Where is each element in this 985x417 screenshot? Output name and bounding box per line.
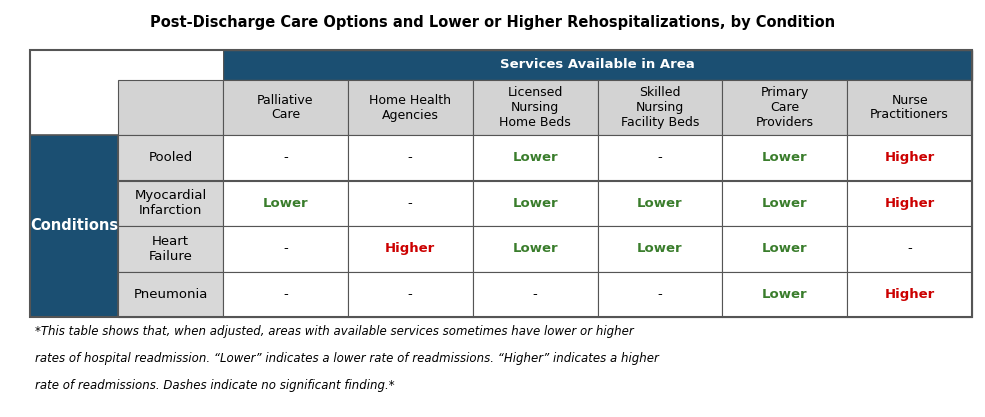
Text: Conditions: Conditions <box>30 219 118 234</box>
Bar <box>118 271 223 317</box>
Bar <box>348 271 473 317</box>
Bar <box>118 80 223 135</box>
Text: Skilled
Nursing
Facility Beds: Skilled Nursing Facility Beds <box>621 86 699 129</box>
Text: Lower: Lower <box>762 242 808 255</box>
Text: Higher: Higher <box>885 197 935 210</box>
Bar <box>30 135 118 317</box>
Bar <box>847 181 972 226</box>
Bar <box>30 80 118 135</box>
Bar <box>223 80 348 135</box>
Bar <box>348 181 473 226</box>
Bar <box>473 226 598 271</box>
Text: Licensed
Nursing
Home Beds: Licensed Nursing Home Beds <box>499 86 571 129</box>
Bar <box>722 80 847 135</box>
Bar <box>847 271 972 317</box>
Bar <box>473 181 598 226</box>
Text: -: - <box>907 242 912 255</box>
Text: Home Health
Agencies: Home Health Agencies <box>369 93 451 121</box>
Bar <box>30 50 972 317</box>
Bar <box>598 80 722 135</box>
Text: Higher: Higher <box>885 151 935 164</box>
Bar <box>118 135 223 181</box>
Bar <box>473 271 598 317</box>
Text: Lower: Lower <box>762 197 808 210</box>
Bar <box>223 135 348 181</box>
Text: Palliative
Care: Palliative Care <box>257 93 313 121</box>
Text: Lower: Lower <box>762 151 808 164</box>
Text: Lower: Lower <box>637 197 683 210</box>
Bar <box>598 181 722 226</box>
Bar <box>223 181 348 226</box>
Bar <box>223 271 348 317</box>
Bar <box>118 181 223 226</box>
Text: Lower: Lower <box>637 242 683 255</box>
Text: Primary
Care
Providers: Primary Care Providers <box>755 86 814 129</box>
Bar <box>348 226 473 271</box>
Bar <box>348 80 473 135</box>
Text: Lower: Lower <box>263 197 308 210</box>
Text: -: - <box>408 288 413 301</box>
Text: -: - <box>408 197 413 210</box>
Text: Post-Discharge Care Options and Lower or Higher Rehospitalizations, by Condition: Post-Discharge Care Options and Lower or… <box>150 15 835 30</box>
Text: Lower: Lower <box>512 197 558 210</box>
Bar <box>473 135 598 181</box>
Bar <box>722 135 847 181</box>
Text: Services Available in Area: Services Available in Area <box>500 58 694 71</box>
Text: -: - <box>283 242 288 255</box>
Text: Lower: Lower <box>512 151 558 164</box>
Text: Nurse
Practitioners: Nurse Practitioners <box>870 93 949 121</box>
Bar <box>223 226 348 271</box>
Text: Higher: Higher <box>385 242 435 255</box>
Bar <box>847 135 972 181</box>
Text: Myocardial
Infarction: Myocardial Infarction <box>134 189 207 217</box>
Text: rates of hospital readmission. “Lower” indicates a lower rate of readmissions. “: rates of hospital readmission. “Lower” i… <box>35 352 659 365</box>
Bar <box>598 271 722 317</box>
Text: Pooled: Pooled <box>149 151 193 164</box>
Text: -: - <box>658 288 662 301</box>
Bar <box>30 50 223 80</box>
Bar <box>722 271 847 317</box>
Text: -: - <box>533 288 538 301</box>
Bar <box>847 226 972 271</box>
Text: Higher: Higher <box>885 288 935 301</box>
Bar <box>223 50 972 80</box>
Text: Heart
Failure: Heart Failure <box>149 235 192 263</box>
Text: -: - <box>283 288 288 301</box>
Text: *This table shows that, when adjusted, areas with available services sometimes h: *This table shows that, when adjusted, a… <box>35 325 633 338</box>
Text: Lower: Lower <box>512 242 558 255</box>
Text: rate of readmissions. Dashes indicate no significant finding.*: rate of readmissions. Dashes indicate no… <box>35 379 395 392</box>
Bar <box>722 181 847 226</box>
Text: -: - <box>658 151 662 164</box>
Bar <box>473 80 598 135</box>
Bar <box>348 135 473 181</box>
Text: Pneumonia: Pneumonia <box>133 288 208 301</box>
Text: -: - <box>408 151 413 164</box>
Bar <box>598 226 722 271</box>
Bar <box>118 226 223 271</box>
Bar <box>722 226 847 271</box>
Text: -: - <box>283 151 288 164</box>
Bar <box>847 80 972 135</box>
Text: Lower: Lower <box>762 288 808 301</box>
Bar <box>598 135 722 181</box>
